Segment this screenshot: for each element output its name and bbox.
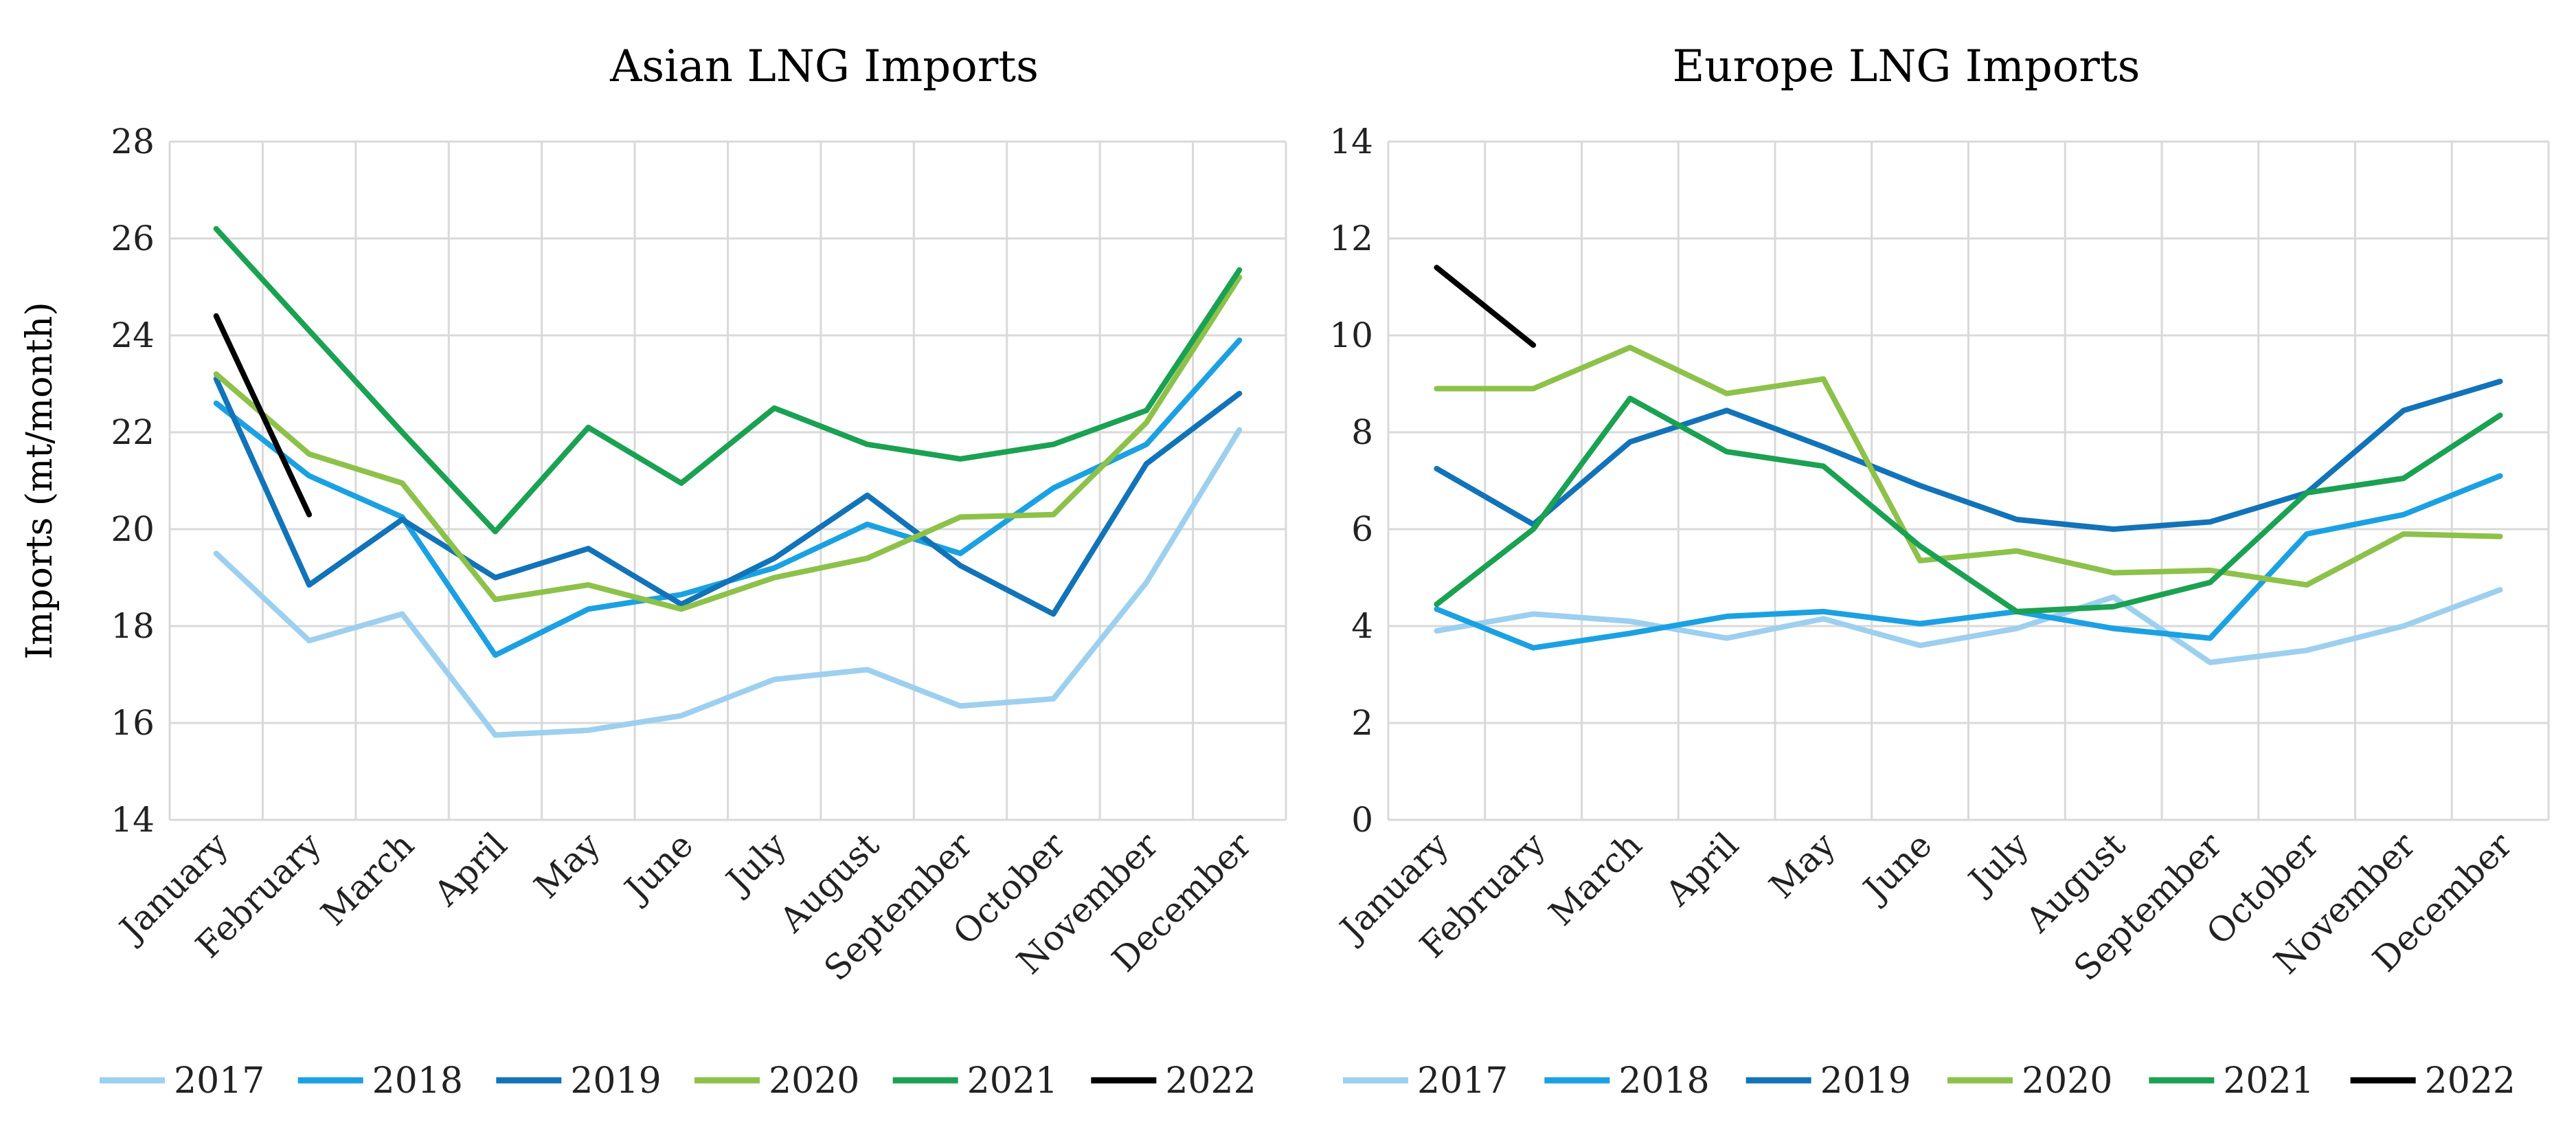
series-line-2020 [1434, 344, 2503, 588]
y-tick-label: 14 [111, 800, 155, 840]
series-line-2019 [1434, 379, 2503, 532]
x-tick-label: May [1762, 825, 1844, 906]
legend-label: 2019 [1820, 1060, 1911, 1102]
legend-label: 2020 [769, 1060, 859, 1102]
y-tick-label: 2 [1351, 703, 1373, 743]
y-tick-label: 16 [111, 703, 155, 743]
y-axis-label: Imports (mt/month) [19, 302, 60, 659]
legend-label: 2022 [2425, 1060, 2516, 1102]
y-tick-label: 18 [111, 606, 155, 646]
legend-label: 2022 [1165, 1060, 1256, 1102]
y-tick-label: 26 [111, 219, 155, 258]
y-tick-label: 24 [111, 315, 155, 355]
y-tick-label: 6 [1351, 509, 1373, 549]
y-tick-label: 4 [1351, 606, 1373, 646]
x-tick-label: April [1658, 825, 1746, 913]
y-tick-label: 0 [1351, 800, 1373, 840]
chart-1: Asian LNG Imports1416182022242628January… [19, 41, 1287, 1102]
series-line-2022 [213, 313, 313, 517]
legend-label: 2021 [2223, 1060, 2314, 1102]
y-tick-label: 20 [111, 509, 155, 549]
legend-label: 2017 [174, 1060, 264, 1102]
chart-title: Europe LNG Imports [1673, 41, 2140, 92]
legend-label: 2017 [1417, 1060, 1508, 1102]
y-tick-label: 10 [1329, 315, 1373, 355]
legend-label: 2020 [2022, 1060, 2112, 1102]
series-line-2017 [1434, 587, 2503, 665]
x-tick-label: July [1959, 825, 2037, 902]
series-line-2022 [1434, 265, 1537, 348]
y-tick-label: 22 [111, 412, 155, 452]
series-line-2018 [1434, 473, 2503, 651]
legend-label: 2021 [967, 1060, 1058, 1102]
series-line-2017 [213, 427, 1243, 738]
y-tick-label: 8 [1351, 412, 1373, 452]
legend-label: 2019 [570, 1060, 661, 1102]
x-tick-label: June [615, 825, 701, 911]
series-line-2021 [213, 225, 1243, 535]
y-tick-label: 28 [111, 122, 155, 162]
x-tick-label: May [527, 825, 609, 906]
series-line-2021 [1434, 395, 2503, 614]
y-tick-label: 12 [1329, 219, 1373, 258]
series-line-2020 [213, 274, 1243, 612]
x-tick-label: March [1541, 825, 1650, 933]
series-line-2019 [213, 376, 1243, 617]
x-tick-label: June [1853, 825, 1939, 911]
x-tick-label: April [426, 825, 515, 913]
legend-label: 2018 [372, 1060, 463, 1102]
x-tick-label: March [313, 825, 422, 933]
legend: 2017 2018 2019 2020 2021 2022 [1343, 1060, 2516, 1102]
legend: 2017 2018 2019 2020 2021 2022 [100, 1060, 1256, 1102]
y-tick-label: 14 [1329, 122, 1373, 162]
legend-label: 2018 [1618, 1060, 1709, 1102]
x-tick-label: July [716, 825, 794, 902]
chart-2: Europe LNG Imports02468101214JanuaryFebr… [1329, 41, 2550, 1102]
chart-title: Asian LNG Imports [609, 41, 1039, 92]
